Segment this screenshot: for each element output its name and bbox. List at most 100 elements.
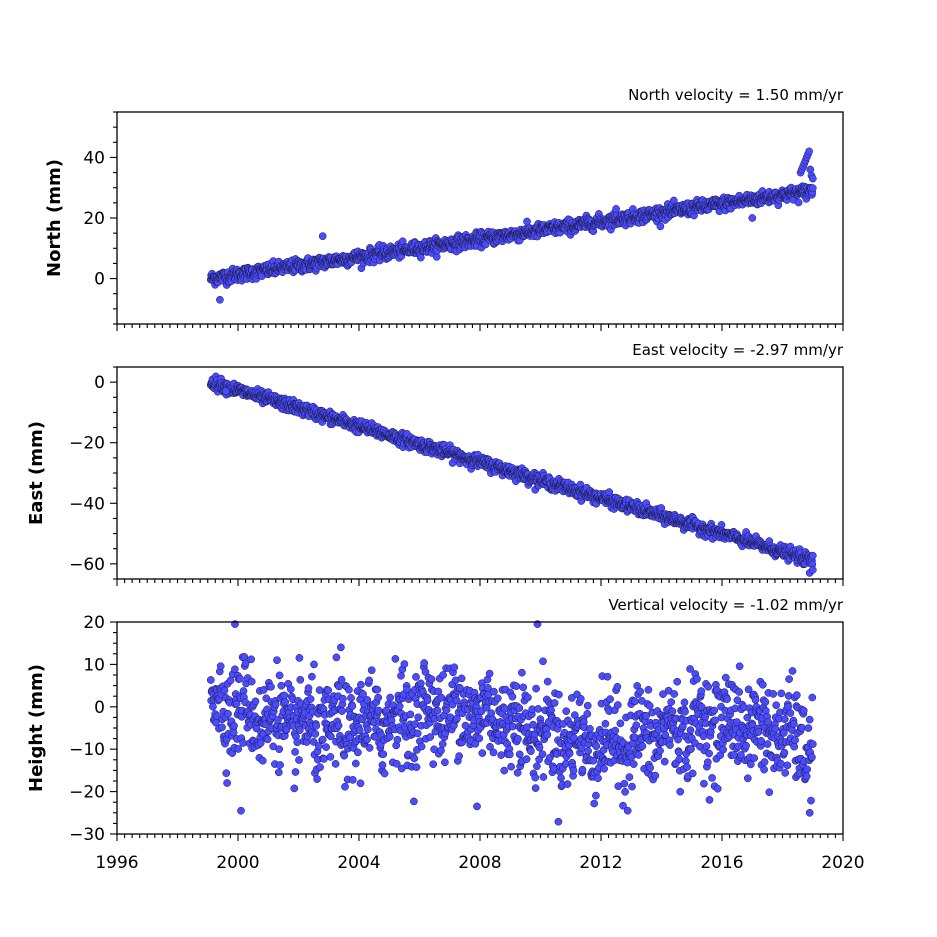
height-point	[645, 701, 654, 710]
height-point	[393, 735, 402, 744]
height-point	[611, 726, 620, 735]
east-outlier-point	[808, 566, 817, 574]
height-point	[423, 696, 432, 705]
height-point	[730, 751, 738, 759]
height-point	[280, 691, 289, 700]
height-point	[708, 774, 716, 782]
height-point	[675, 755, 684, 764]
north-panel: North velocity = 1.50 mm/yr North (mm) 0…	[44, 86, 844, 331]
height-point	[700, 779, 708, 788]
height-point	[340, 751, 349, 760]
height-point	[557, 774, 565, 782]
x-tick-label: 2016	[700, 853, 743, 873]
height-point	[263, 735, 272, 744]
height-point	[763, 740, 772, 748]
height-point	[519, 683, 528, 692]
height-point	[562, 707, 571, 716]
height-point	[331, 760, 340, 768]
height-point	[583, 710, 592, 718]
height-point	[538, 750, 547, 759]
height-point	[223, 779, 231, 787]
height-point	[531, 773, 540, 782]
height-point	[433, 706, 442, 715]
height-point	[802, 772, 811, 781]
height-point	[379, 750, 388, 759]
height-point	[656, 746, 664, 755]
height-axis-label: Height (mm)	[26, 664, 47, 792]
height-velocity-label: Vertical velocity = -1.02 mm/yr	[608, 596, 843, 614]
height-point	[438, 740, 447, 748]
height-point	[332, 653, 341, 662]
height-point	[600, 764, 608, 773]
height-point	[247, 655, 256, 664]
height-point	[584, 747, 592, 755]
north-point	[416, 253, 425, 262]
height-point	[441, 758, 449, 767]
height-point	[281, 698, 290, 706]
east-y-tick-label: −60	[69, 555, 105, 575]
height-point	[804, 724, 813, 732]
height-point	[312, 721, 321, 730]
height-point	[322, 743, 330, 751]
height-point	[311, 730, 320, 738]
height-point	[308, 672, 316, 681]
height-point	[437, 746, 445, 755]
height-point	[456, 683, 464, 692]
height-point	[742, 741, 750, 750]
height-point	[780, 715, 789, 724]
height-point	[224, 710, 232, 718]
height-point	[543, 677, 552, 686]
height-point	[356, 779, 365, 788]
height-point	[239, 739, 247, 747]
height-point	[808, 753, 816, 762]
height-point	[765, 788, 774, 797]
height-point	[295, 756, 303, 764]
height-point	[543, 730, 552, 739]
height-point	[676, 787, 685, 796]
height-point	[576, 694, 585, 703]
height-point	[697, 687, 706, 695]
height-point	[277, 681, 286, 690]
height-point	[406, 710, 415, 719]
height-point	[681, 707, 689, 716]
height-point	[367, 666, 376, 675]
height-point	[769, 690, 778, 698]
height-point	[750, 754, 759, 762]
height-point	[758, 680, 767, 689]
height-point	[234, 745, 243, 753]
height-point	[374, 706, 383, 715]
height-panel: Vertical velocity = -1.02 mm/yr Height (…	[26, 596, 865, 873]
height-point	[507, 762, 515, 771]
height-point	[513, 768, 522, 777]
height-point	[705, 749, 713, 758]
height-y-tick-label: −20	[69, 783, 105, 803]
height-point	[792, 691, 801, 699]
height-point	[258, 756, 267, 765]
height-point	[220, 686, 229, 695]
height-point	[500, 766, 509, 775]
height-outlier-point	[237, 806, 245, 815]
height-point	[293, 738, 302, 747]
height-point	[629, 760, 638, 768]
height-point	[236, 674, 244, 683]
height-point	[592, 791, 600, 800]
height-point	[790, 742, 799, 751]
height-point	[713, 784, 722, 793]
height-point	[719, 745, 728, 754]
east-velocity-label: East velocity = -2.97 mm/yr	[632, 341, 844, 359]
height-point	[670, 690, 679, 698]
height-point	[296, 675, 305, 684]
height-point	[256, 739, 265, 747]
height-point	[535, 743, 544, 752]
height-point	[274, 768, 283, 777]
height-point	[505, 750, 514, 759]
height-point	[632, 721, 641, 730]
x-tick-label: 2012	[579, 853, 622, 873]
height-point	[532, 684, 540, 693]
height-point	[475, 734, 484, 743]
height-point	[229, 728, 238, 737]
height-point	[760, 765, 768, 774]
height-point	[680, 698, 689, 707]
height-point	[805, 715, 814, 724]
height-point	[606, 695, 614, 703]
